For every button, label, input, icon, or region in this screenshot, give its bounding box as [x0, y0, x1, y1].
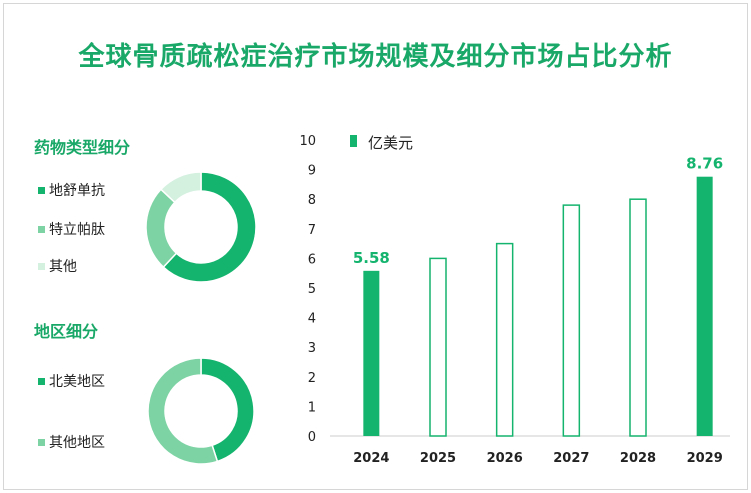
y-tick-label: 8 [308, 193, 316, 208]
bar-2025 [429, 257, 447, 437]
y-tick-label: 3 [308, 341, 316, 356]
bar-2028 [629, 198, 647, 437]
drug-legend-item-0: 地舒单抗 [38, 180, 105, 200]
legend-label: 亿美元 [368, 134, 413, 152]
page-title: 全球骨质疏松症治疗市场规模及细分市场占比分析 [78, 42, 673, 72]
y-tick-label: 7 [308, 223, 316, 238]
drug-donut-slice-1 [145, 188, 178, 269]
market-size-bar-chart: 0 1 2 3 4 5 6 7 8 9 10 亿美元 2024 5.58 2025 2026 2027 2028 2… [299, 134, 730, 466]
x-tick-label: 2028 [620, 451, 656, 466]
legend-swatch [38, 225, 45, 233]
bar-2024 [363, 270, 380, 436]
legend-swatch [350, 135, 357, 147]
legend-label: 其他地区 [49, 435, 105, 451]
region-donut-slice-1 [147, 357, 219, 465]
drug-legend-item-2: 其他 [38, 256, 77, 276]
drug-donut-slice-0 [162, 171, 257, 283]
y-tick-label: 4 [308, 312, 316, 327]
drug-legend-item-1: 特立帕肽 [38, 219, 105, 239]
legend-label: 地舒单抗 [49, 183, 105, 199]
y-tick-label: 2 [308, 371, 316, 386]
x-tick-label: 2024 [353, 451, 389, 466]
x-tick-label: 2026 [487, 451, 523, 466]
legend-swatch [38, 262, 45, 270]
region-legend-item-1: 其他地区 [38, 432, 105, 452]
data-label: 5.58 [353, 249, 390, 267]
legend-label: 其他 [49, 259, 77, 275]
y-tick-label: 5 [308, 282, 316, 297]
y-tick-label: 10 [299, 134, 316, 149]
y-tick-label: 0 [308, 430, 316, 445]
y-tick-label: 6 [308, 252, 316, 267]
bar-2026 [495, 242, 514, 437]
legend-swatch [38, 377, 45, 385]
y-tick-label: 1 [308, 400, 316, 415]
drug-type-donut [145, 171, 257, 283]
x-tick-label: 2025 [420, 451, 456, 466]
region-legend-item-0: 北美地区 [38, 371, 105, 391]
region-donut [147, 357, 255, 465]
bar-2029 [696, 176, 713, 437]
drug-section-title: 药物类型细分 [34, 138, 131, 157]
legend-label: 特立帕肽 [49, 222, 105, 238]
legend-label: 北美地区 [49, 374, 105, 390]
y-tick-label: 9 [308, 164, 316, 179]
x-tick-label: 2029 [687, 451, 723, 466]
drug-donut-slice-2 [159, 171, 202, 204]
legend-swatch [38, 186, 45, 194]
data-label: 8.76 [686, 155, 723, 173]
x-tick-label: 2027 [553, 451, 589, 466]
region-section-title: 地区细分 [34, 322, 99, 341]
legend-swatch [38, 438, 45, 446]
bar-2027 [562, 204, 581, 437]
